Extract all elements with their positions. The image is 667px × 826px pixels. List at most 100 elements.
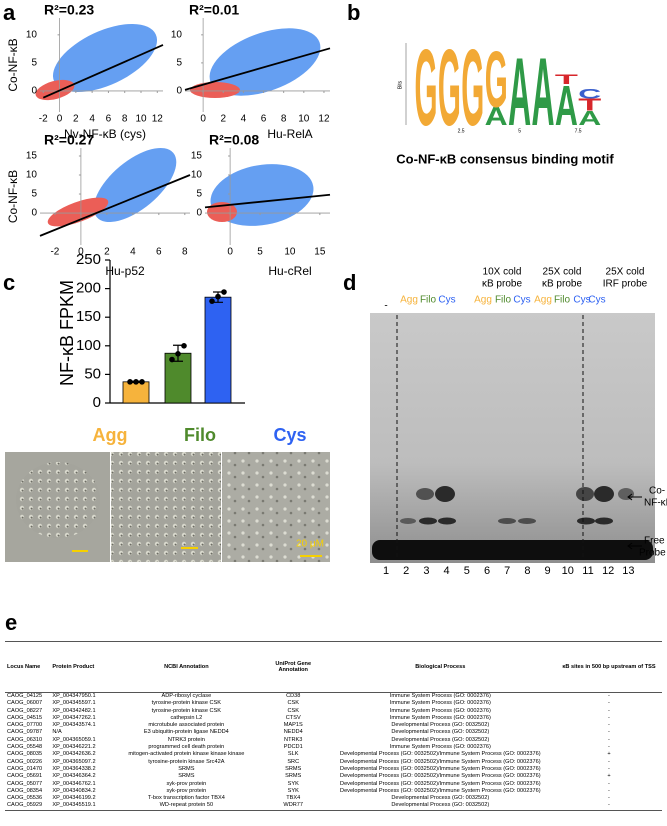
y-tick-label: 0 bbox=[196, 208, 202, 219]
table-cell: CAOG_08227 bbox=[7, 707, 43, 714]
table-cell: programmed cell death protein bbox=[148, 744, 225, 751]
column-header: UniProt Gene Annotation bbox=[261, 641, 325, 693]
sample-label: Filo bbox=[554, 295, 571, 306]
table-cell: XP_004347950.1 bbox=[52, 693, 96, 699]
y-tick-label: 15 bbox=[26, 151, 38, 162]
bar bbox=[204, 296, 232, 404]
table-cell: - bbox=[608, 700, 610, 707]
sample-label: Cys bbox=[573, 295, 590, 306]
y-tick-label: 150 bbox=[76, 308, 101, 325]
x-tick-label: 2 bbox=[73, 114, 79, 125]
x-tick-label: 4 bbox=[130, 247, 136, 258]
y-tick-label: 200 bbox=[76, 280, 101, 297]
table-cell: CAOG_01470 bbox=[7, 765, 43, 772]
table-cell: - bbox=[555, 802, 662, 811]
y-tick-label: 5 bbox=[176, 58, 182, 69]
table-cell: SYK bbox=[287, 780, 299, 787]
y-tick-label: 5 bbox=[31, 58, 37, 69]
lane-number: 7 bbox=[504, 565, 510, 577]
table-cell: XP_004365097.2 bbox=[52, 758, 96, 765]
arrow bbox=[627, 542, 642, 550]
table-cell: - bbox=[608, 707, 610, 714]
table-cell: CAOG_07700 bbox=[7, 722, 43, 729]
table-cell: Immune System Process (GO: 0002376) bbox=[389, 707, 491, 714]
replicate-point bbox=[175, 351, 181, 357]
column-header: NCBI Annotation bbox=[110, 641, 262, 693]
y-tick-label: 0 bbox=[31, 208, 37, 219]
table-cell: Developmental Process (GO: 0032502) bbox=[391, 795, 490, 802]
y-tick-label: 5 bbox=[196, 189, 202, 200]
y-axis-label: NF-κB FPKM bbox=[57, 280, 77, 386]
table-cell: tyrosine-protein kinase CSK bbox=[151, 700, 222, 707]
band-label: Probe bbox=[639, 548, 666, 559]
table-cell: NEDD4 bbox=[283, 729, 303, 736]
table-cell: CSK bbox=[287, 707, 299, 714]
data-table: Locus Name Protein Product NCBI Annotation… bbox=[5, 641, 662, 811]
logo-letter: G bbox=[438, 27, 461, 148]
y-tick-label: 10 bbox=[26, 29, 38, 40]
replicate-point bbox=[133, 379, 139, 385]
figure: a b c d e 20 μM -2 0 2 4 6 8 10 bbox=[3, 0, 667, 635]
r2-label: R²=0.01 bbox=[189, 2, 239, 18]
y-tick-label: 0 bbox=[93, 394, 101, 411]
fit-line bbox=[39, 174, 191, 237]
band-label: Co- bbox=[649, 486, 665, 497]
band-label: Free bbox=[644, 536, 665, 547]
x-axis-label: Hu-RelA bbox=[267, 127, 312, 141]
band bbox=[419, 517, 437, 525]
sample-label: Agg bbox=[400, 295, 418, 306]
y-tick-label: 0 bbox=[176, 86, 182, 97]
lane-group-header: κB probe bbox=[542, 279, 582, 290]
band bbox=[577, 517, 595, 525]
table-cell: CAOG_04125 bbox=[7, 693, 43, 699]
table-cell: Developmental Process (GO: 0032502)/Immu… bbox=[340, 765, 541, 772]
table-cell: XP_004346364.2 bbox=[52, 773, 96, 780]
arrow bbox=[627, 493, 642, 501]
panel-label: e bbox=[5, 610, 17, 635]
table-row: CAOG_05077 XP_004346762.1 syk-prov protein… bbox=[5, 781, 662, 788]
sample-label: Filo bbox=[495, 295, 512, 306]
table-cell: Immune System Process (GO: 0002376) bbox=[389, 714, 491, 721]
table-cell: syk-prov protein bbox=[166, 780, 207, 787]
cell-cluster bbox=[16, 462, 100, 538]
point-cloud bbox=[210, 164, 314, 226]
x-axis-label: Nv-NF-κB (cys) bbox=[64, 127, 146, 141]
table-cell: - bbox=[608, 758, 610, 765]
x-tick-label: 4 bbox=[89, 114, 95, 125]
x-tick-label: 0 bbox=[78, 247, 84, 258]
bar bbox=[122, 381, 150, 404]
lane-number: 6 bbox=[484, 565, 490, 577]
point-cloud bbox=[93, 147, 177, 223]
sample-label: Cys bbox=[513, 295, 530, 306]
logo-letter: T bbox=[555, 72, 579, 88]
logo-letter: G bbox=[461, 27, 484, 148]
y-tick-label: 5 bbox=[31, 189, 37, 200]
gel-image bbox=[370, 313, 655, 563]
r2-label: R²=0.27 bbox=[44, 132, 94, 148]
micrograph bbox=[111, 452, 221, 562]
table-cell: CSK bbox=[287, 700, 299, 707]
x-tick-label: 6 bbox=[106, 114, 112, 125]
band bbox=[498, 518, 516, 524]
logo-letter: A bbox=[485, 103, 508, 131]
x-tick-label: 15 bbox=[314, 247, 326, 258]
replicate-point bbox=[181, 343, 187, 349]
table-row: CAOG_06310 XP_004365059.1 NTRK3 protein NTR… bbox=[5, 737, 662, 744]
sample-label: Cys bbox=[588, 295, 605, 306]
table-cell: XP_004346199.2 bbox=[52, 795, 96, 802]
point-cloud bbox=[47, 197, 109, 227]
table-cell: - bbox=[608, 714, 610, 721]
x-tick-label: 0 bbox=[227, 247, 233, 258]
table-row: CAOG_05548 XP_004346221.2 programmed cell … bbox=[5, 744, 662, 751]
table-cell: CD38 bbox=[286, 693, 301, 699]
table-cell: Developmental Process (GO: 0032502) bbox=[391, 722, 490, 729]
table-cell: Developmental Process (GO: 0032502) bbox=[324, 802, 556, 811]
lane-group-header: 25X cold bbox=[543, 267, 582, 278]
column-header: Biological Process bbox=[324, 641, 556, 693]
table-cell: N/A bbox=[52, 729, 62, 736]
column-header: Locus Name bbox=[5, 641, 51, 693]
y-axis-label: Co-NF-κB bbox=[6, 38, 20, 91]
lane-number: 10 bbox=[562, 565, 574, 577]
point-cloud bbox=[35, 79, 75, 101]
lane-number: 12 bbox=[602, 565, 614, 577]
